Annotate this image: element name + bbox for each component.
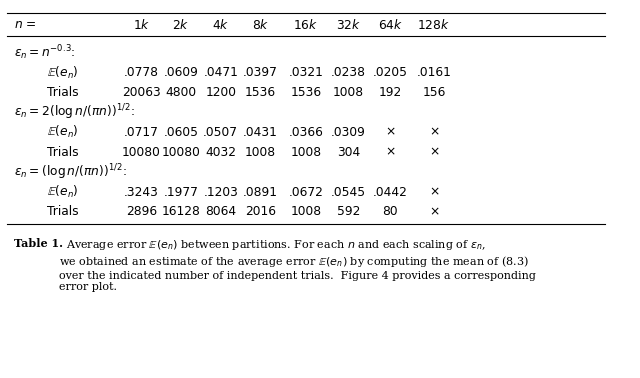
Text: .0778: .0778: [124, 66, 159, 79]
Text: $\times$: $\times$: [429, 186, 439, 198]
Text: 192: 192: [378, 86, 402, 99]
Text: .0605: .0605: [164, 126, 198, 139]
Text: $\varepsilon_n = n^{-0.3}$:: $\varepsilon_n = n^{-0.3}$:: [13, 43, 75, 62]
Text: 4032: 4032: [205, 146, 236, 159]
Text: $\times$: $\times$: [429, 146, 439, 159]
Text: $\mathbb{E}(e_n)$: $\mathbb{E}(e_n)$: [47, 65, 79, 81]
Text: $\varepsilon_n = (\log n/(\pi n))^{1/2}$:: $\varepsilon_n = (\log n/(\pi n))^{1/2}$…: [13, 162, 127, 182]
Text: 10080: 10080: [162, 146, 200, 159]
Text: 2896: 2896: [126, 205, 157, 218]
Text: Table 1.: Table 1.: [13, 238, 63, 249]
Text: .0321: .0321: [289, 66, 323, 79]
Text: .3243: .3243: [124, 186, 159, 198]
Text: 16128: 16128: [162, 205, 200, 218]
Text: .1977: .1977: [164, 186, 198, 198]
Text: $\times$: $\times$: [385, 146, 396, 159]
Text: 1536: 1536: [244, 86, 276, 99]
Text: .0366: .0366: [289, 126, 323, 139]
Text: 1008: 1008: [333, 86, 364, 99]
Text: .0672: .0672: [289, 186, 323, 198]
Text: .0507: .0507: [204, 126, 238, 139]
Text: .0161: .0161: [417, 66, 451, 79]
Text: .0205: .0205: [372, 66, 408, 79]
Text: $\times$: $\times$: [385, 126, 396, 139]
Text: .0471: .0471: [204, 66, 238, 79]
Text: 1008: 1008: [244, 146, 276, 159]
Text: $8k$: $8k$: [252, 18, 269, 32]
Text: Trials: Trials: [47, 205, 79, 218]
Text: Trials: Trials: [47, 86, 79, 99]
Text: $\mathbb{E}(e_n)$: $\mathbb{E}(e_n)$: [47, 124, 79, 140]
Text: 1536: 1536: [291, 86, 321, 99]
Text: $1k$: $1k$: [133, 18, 150, 32]
Text: 304: 304: [337, 146, 360, 159]
Text: Trials: Trials: [47, 146, 79, 159]
Text: 4800: 4800: [166, 86, 196, 99]
Text: .0545: .0545: [331, 186, 366, 198]
Text: $2k$: $2k$: [172, 18, 189, 32]
Text: $\varepsilon_n = 2(\log n/(\pi n))^{1/2}$:: $\varepsilon_n = 2(\log n/(\pi n))^{1/2}…: [13, 103, 134, 122]
Text: 1008: 1008: [291, 146, 321, 159]
Text: .0397: .0397: [243, 66, 278, 79]
Text: 2016: 2016: [245, 205, 276, 218]
Text: 1200: 1200: [205, 86, 236, 99]
Text: Average error $\mathbb{E}(e_n)$ between partitions. For each $n$ and each scalin: Average error $\mathbb{E}(e_n)$ between …: [60, 238, 536, 292]
Text: $4k$: $4k$: [212, 18, 229, 32]
Text: $128k$: $128k$: [417, 18, 451, 32]
Text: 8064: 8064: [205, 205, 236, 218]
Text: $32k$: $32k$: [336, 18, 361, 32]
Text: .0891: .0891: [243, 186, 278, 198]
Text: .0309: .0309: [332, 126, 366, 139]
Text: 80: 80: [382, 205, 398, 218]
Text: .0717: .0717: [124, 126, 159, 139]
Text: .0442: .0442: [372, 186, 408, 198]
Text: 156: 156: [422, 86, 445, 99]
Text: .0238: .0238: [331, 66, 366, 79]
Text: .0609: .0609: [164, 66, 198, 79]
Text: $\mathbb{E}(e_n)$: $\mathbb{E}(e_n)$: [47, 184, 79, 200]
Text: 592: 592: [337, 205, 360, 218]
Text: $n$ =: $n$ =: [13, 18, 36, 31]
Text: 1008: 1008: [291, 205, 321, 218]
Text: $64k$: $64k$: [378, 18, 403, 32]
Text: $\times$: $\times$: [429, 205, 439, 218]
Text: $\times$: $\times$: [429, 126, 439, 139]
Text: 20063: 20063: [122, 86, 161, 99]
Text: .0431: .0431: [243, 126, 278, 139]
Text: 10080: 10080: [122, 146, 161, 159]
Text: $16k$: $16k$: [294, 18, 319, 32]
Text: .1203: .1203: [204, 186, 238, 198]
